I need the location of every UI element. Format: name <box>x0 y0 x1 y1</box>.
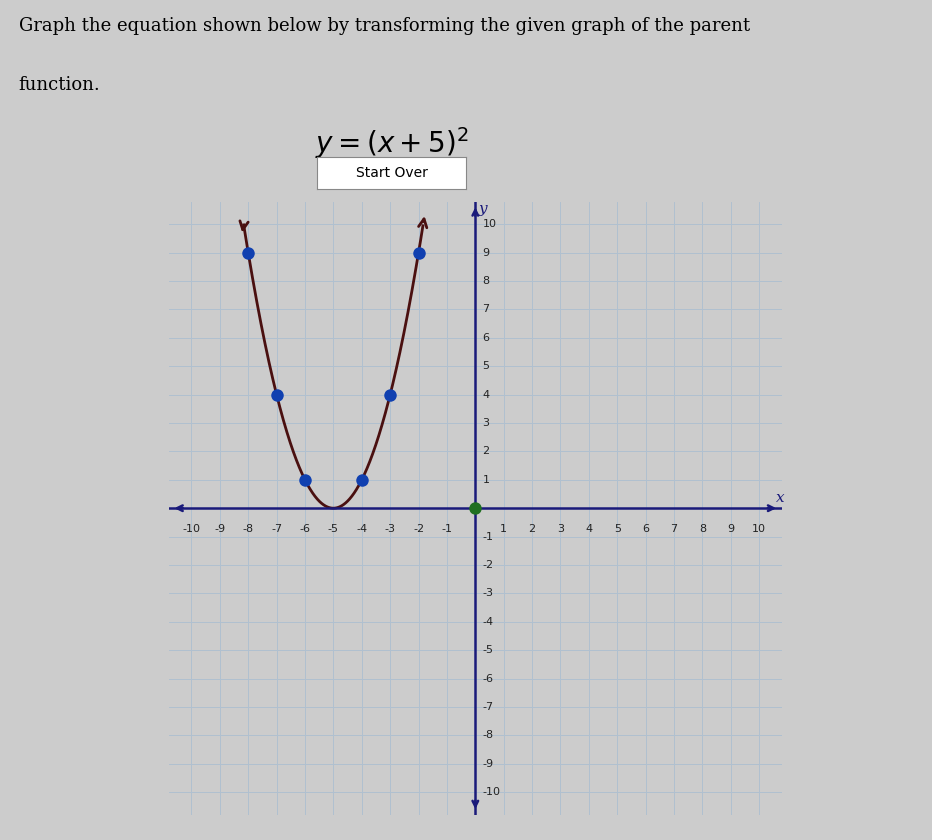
Text: 8: 8 <box>699 524 706 533</box>
Text: 6: 6 <box>642 524 650 533</box>
Text: 2: 2 <box>483 446 489 456</box>
Text: 7: 7 <box>483 304 489 314</box>
Text: Start Over: Start Over <box>355 166 428 180</box>
Text: -2: -2 <box>483 560 494 570</box>
Text: 5: 5 <box>483 361 489 371</box>
Text: -9: -9 <box>214 524 226 533</box>
Text: 7: 7 <box>670 524 678 533</box>
Text: -3: -3 <box>483 588 493 598</box>
Text: -4: -4 <box>483 617 494 627</box>
Text: 8: 8 <box>483 276 489 286</box>
Text: 9: 9 <box>483 248 489 258</box>
Text: -10: -10 <box>183 524 200 533</box>
Text: Graph the equation shown below by transforming the given graph of the parent: Graph the equation shown below by transf… <box>19 17 749 34</box>
Text: -5: -5 <box>328 524 339 533</box>
Text: 5: 5 <box>614 524 621 533</box>
Text: -7: -7 <box>271 524 282 533</box>
Text: -1: -1 <box>442 524 452 533</box>
Text: 9: 9 <box>727 524 734 533</box>
Text: -2: -2 <box>413 524 424 533</box>
Text: $y=(x+5)^2$: $y=(x+5)^2$ <box>315 125 468 160</box>
Text: 2: 2 <box>528 524 536 533</box>
Text: -8: -8 <box>242 524 254 533</box>
Text: -4: -4 <box>356 524 367 533</box>
Text: 3: 3 <box>483 418 489 428</box>
Text: x: x <box>776 491 785 506</box>
Text: 10: 10 <box>752 524 766 533</box>
Text: -10: -10 <box>483 787 500 797</box>
Text: -7: -7 <box>483 702 494 712</box>
Text: -9: -9 <box>483 759 494 769</box>
Text: 1: 1 <box>500 524 507 533</box>
Text: -6: -6 <box>483 674 493 684</box>
Text: 4: 4 <box>585 524 593 533</box>
Text: -8: -8 <box>483 730 494 740</box>
Text: y: y <box>478 202 487 216</box>
Text: 4: 4 <box>483 390 489 400</box>
Text: function.: function. <box>19 76 101 93</box>
Text: 1: 1 <box>483 475 489 485</box>
Text: -6: -6 <box>299 524 310 533</box>
Text: -3: -3 <box>385 524 396 533</box>
Text: -1: -1 <box>483 532 493 542</box>
Text: -5: -5 <box>483 645 493 655</box>
Text: 3: 3 <box>557 524 564 533</box>
Text: 10: 10 <box>483 219 497 229</box>
Text: 6: 6 <box>483 333 489 343</box>
